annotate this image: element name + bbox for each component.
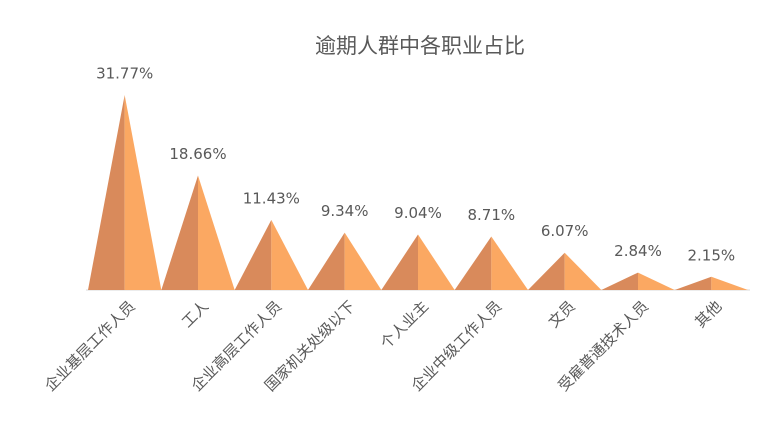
triangle-right bbox=[638, 272, 675, 290]
value-label: 6.07% bbox=[541, 222, 589, 240]
value-label: 8.71% bbox=[468, 206, 516, 224]
value-label: 9.34% bbox=[321, 202, 369, 220]
triangle-right bbox=[564, 252, 602, 290]
value-label: 18.66% bbox=[169, 145, 226, 163]
value-label: 2.84% bbox=[614, 242, 662, 260]
x-tick-label: 文员 bbox=[545, 297, 579, 331]
triangle-left bbox=[161, 175, 198, 290]
triangle-left bbox=[528, 252, 565, 290]
triangle-left bbox=[234, 219, 272, 290]
triangle-right bbox=[711, 276, 748, 290]
x-tick-label: 个人业主 bbox=[377, 297, 432, 352]
x-tick-label: 工人 bbox=[178, 297, 212, 331]
value-label: 9.04% bbox=[394, 204, 442, 222]
triangle-right bbox=[344, 232, 382, 290]
triangle-right bbox=[124, 95, 162, 290]
triangle-left bbox=[381, 234, 418, 290]
triangle-right bbox=[418, 234, 455, 290]
triangle-left bbox=[674, 276, 712, 290]
triangle-right bbox=[198, 175, 235, 290]
triangle-right bbox=[491, 236, 528, 290]
x-tick-label: 企业基层工作人员 bbox=[41, 297, 139, 395]
triangle-left bbox=[308, 232, 345, 290]
value-label: 2.15% bbox=[688, 246, 736, 264]
x-tick-label: 其他 bbox=[691, 297, 725, 331]
triangle-left bbox=[601, 272, 638, 290]
value-label: 31.77% bbox=[96, 65, 153, 83]
triangle-left bbox=[88, 95, 125, 290]
chart-title: 逾期人群中各职业占比 bbox=[315, 34, 525, 58]
value-label: 11.43% bbox=[243, 189, 300, 207]
triangle-left bbox=[454, 236, 492, 290]
triangle-right bbox=[271, 219, 308, 290]
